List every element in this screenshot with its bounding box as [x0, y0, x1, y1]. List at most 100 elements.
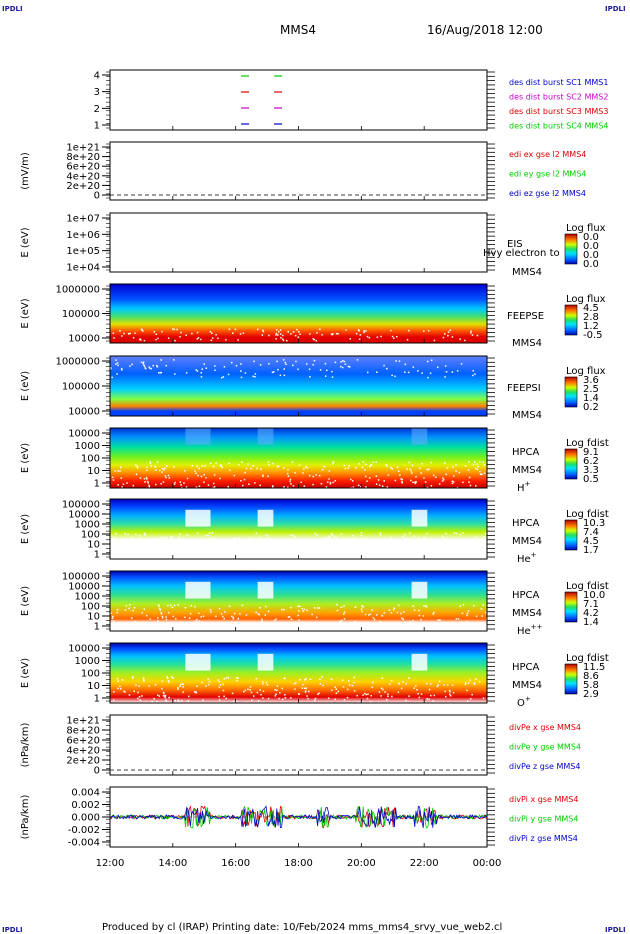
no-data-pixel [221, 466, 223, 468]
no-data-pixel [301, 687, 304, 689]
no-data-pixel [412, 619, 414, 622]
no-data-pixel [238, 463, 240, 466]
no-data-pixel [135, 548, 137, 550]
no-data-pixel [482, 604, 484, 606]
no-data-pixel [166, 536, 168, 539]
data-gap [257, 653, 274, 671]
no-data-pixel [396, 466, 399, 469]
no-data-pixel [262, 329, 264, 331]
no-data-pixel [437, 619, 440, 621]
no-data-pixel [185, 334, 187, 336]
instrument-label: HPCA [512, 590, 540, 601]
no-data-pixel [380, 695, 382, 697]
no-data-pixel [139, 699, 141, 701]
no-data-pixel [302, 610, 304, 612]
no-data-pixel [441, 480, 444, 482]
no-data-pixel [161, 468, 164, 470]
no-data-pixel [360, 608, 363, 610]
no-data-pixel [179, 481, 182, 483]
no-data-pixel [184, 625, 187, 627]
colorbar-value: 10.3 [583, 518, 605, 529]
no-data-pixel [390, 466, 392, 469]
no-data-pixel [251, 545, 253, 548]
no-data-pixel [471, 334, 474, 336]
no-data-pixel [451, 482, 454, 485]
no-data-pixel [428, 468, 430, 470]
no-data-pixel [437, 555, 440, 558]
no-data-pixel [283, 368, 285, 370]
no-data-pixel [196, 338, 199, 340]
no-data-pixel [161, 471, 163, 473]
no-data-pixel [405, 537, 407, 539]
no-data-pixel [331, 333, 333, 336]
no-data-pixel [218, 681, 221, 683]
no-data-pixel [205, 534, 208, 537]
no-data-pixel [404, 371, 406, 373]
y-tick-label: 1 [94, 622, 100, 633]
no-data-pixel [461, 612, 464, 615]
no-data-pixel [410, 624, 412, 627]
no-data-pixel [306, 609, 308, 612]
no-data-pixel [287, 486, 289, 488]
no-data-pixel [456, 370, 459, 372]
no-data-pixel [275, 693, 277, 695]
no-data-pixel [483, 472, 486, 474]
time-tick-label: 00:00 [473, 858, 502, 869]
no-data-pixel [233, 538, 236, 540]
no-data-pixel [133, 607, 136, 609]
no-data-pixel [410, 479, 412, 482]
no-data-pixel [165, 364, 167, 367]
no-data-pixel [396, 336, 398, 338]
y-axis-label: (mV/m) [20, 152, 31, 190]
no-data-pixel [267, 461, 270, 463]
no-data-pixel [480, 608, 483, 610]
no-data-pixel [320, 483, 323, 485]
no-data-pixel [253, 622, 255, 624]
no-data-pixel [254, 482, 256, 484]
no-data-pixel [196, 370, 199, 372]
panel-frame [109, 69, 488, 131]
no-data-pixel [299, 678, 301, 681]
y-tick-label: 8e+20 [66, 152, 100, 163]
no-data-pixel [203, 481, 205, 483]
no-data-pixel [289, 480, 291, 483]
no-data-pixel [267, 610, 270, 613]
no-data-pixel [112, 620, 115, 622]
no-data-pixel [422, 622, 424, 625]
no-data-pixel [380, 624, 382, 626]
no-data-pixel [386, 465, 388, 467]
no-data-pixel [127, 544, 130, 546]
no-data-pixel [155, 552, 158, 555]
no-data-pixel [208, 629, 211, 631]
no-data-pixel [124, 533, 126, 535]
no-data-pixel [247, 688, 249, 691]
no-data-pixel [415, 476, 417, 478]
no-data-pixel [112, 479, 115, 481]
instrument-label: EIS [507, 239, 523, 250]
colorbar-value: 9.1 [583, 447, 599, 458]
no-data-pixel [344, 467, 347, 470]
no-data-pixel [441, 621, 443, 624]
no-data-pixel [378, 543, 381, 546]
colorbar-value: 0.2 [583, 402, 599, 413]
corner-label-top-right: IPDLI [605, 5, 626, 13]
no-data-pixel [182, 683, 184, 686]
no-data-pixel [442, 477, 444, 479]
no-data-pixel [225, 339, 227, 341]
no-data-pixel [323, 626, 325, 628]
no-data-pixel [138, 696, 141, 698]
no-data-pixel [171, 606, 173, 609]
no-data-pixel [411, 464, 414, 467]
no-data-pixel [157, 694, 159, 696]
no-data-pixel [417, 692, 419, 695]
no-data-pixel [397, 470, 400, 472]
no-data-pixel [153, 537, 155, 540]
no-data-pixel [175, 625, 177, 628]
no-data-pixel [172, 328, 174, 330]
no-data-pixel [318, 557, 321, 559]
no-data-pixel [137, 697, 139, 700]
no-data-pixel [402, 618, 404, 621]
no-data-pixel [143, 679, 145, 681]
no-data-pixel [200, 616, 202, 618]
